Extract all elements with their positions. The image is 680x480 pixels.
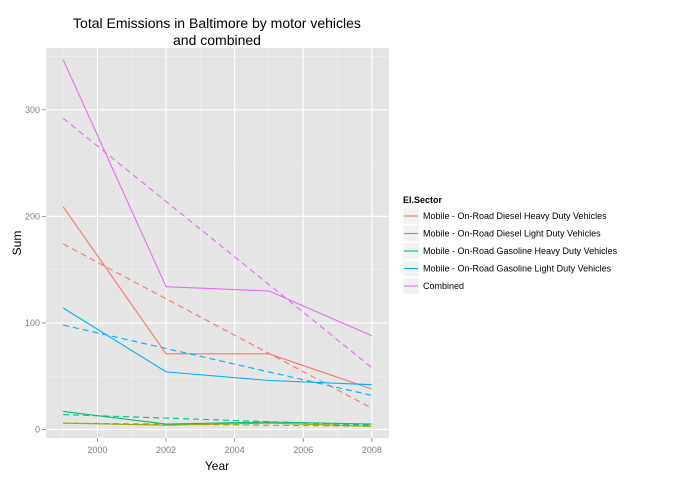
x-tick-label: 2004 (225, 445, 245, 455)
legend: EI.Sector Mobile - On-Road Diesel Heavy … (403, 195, 618, 294)
plot-panel (46, 48, 389, 438)
y-tick-label: 300 (25, 105, 40, 115)
trend-line-3 (63, 324, 372, 396)
series-line-3 (62, 307, 372, 386)
trend-line-4 (62, 117, 373, 369)
y-tick-label: 0 (35, 424, 40, 434)
y-tick-label: 200 (25, 211, 40, 221)
trend-line-0 (62, 243, 373, 409)
legend-title: EI.Sector (403, 195, 443, 205)
legend-label-3: Mobile - On-Road Gasoline Light Duty Veh… (423, 264, 612, 274)
series-line-2 (63, 410, 372, 425)
x-tick-label: 2008 (362, 445, 382, 455)
x-axis-title: Year (205, 459, 229, 473)
y-axis-title: Sum (10, 231, 24, 256)
axis-ticks: 2000 2002 2004 2006 2008 0 100 200 300 (25, 105, 382, 455)
x-tick-label: 2002 (156, 445, 176, 455)
y-tick-label: 100 (25, 318, 40, 328)
x-tick-label: 2006 (293, 445, 313, 455)
series-line-4 (62, 59, 373, 337)
legend-label-2: Mobile - On-Road Gasoline Heavy Duty Veh… (423, 246, 618, 256)
series-line-0 (62, 206, 372, 390)
x-tick-label: 2000 (87, 445, 107, 455)
series-layer (62, 59, 373, 427)
chart-title-line-2: and combined (173, 32, 261, 48)
legend-label-4: Combined (423, 281, 464, 291)
legend-label-1: Mobile - On-Road Diesel Light Duty Vehic… (423, 229, 601, 239)
legend-label-0: Mobile - On-Road Diesel Heavy Duty Vehic… (423, 211, 607, 221)
trend-line-1 (63, 422, 372, 427)
grid-lines (46, 48, 389, 438)
trend-line-2 (63, 414, 372, 426)
chart-title-line-1: Total Emissions in Baltimore by motor ve… (73, 15, 361, 31)
